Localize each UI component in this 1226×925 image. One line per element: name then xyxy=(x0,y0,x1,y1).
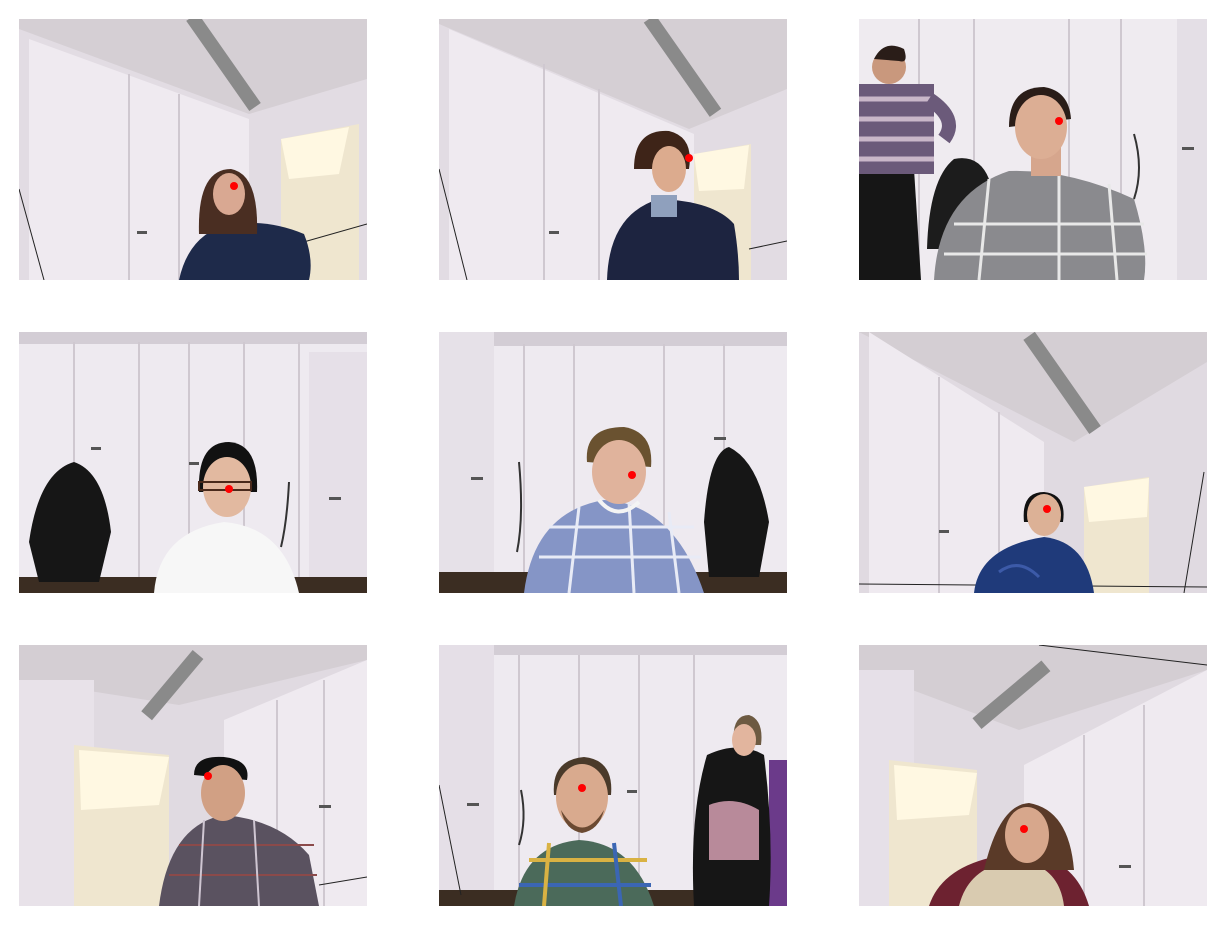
photo-tile-9 xyxy=(859,645,1207,906)
photo-woman-plaid-shirt xyxy=(439,332,787,593)
keypoint-marker-5 xyxy=(628,471,636,479)
keypoint-marker-1 xyxy=(230,182,238,190)
photo-woman-curly-hair-vest xyxy=(859,645,1207,906)
keypoint-marker-6 xyxy=(1043,505,1051,513)
photo-man-beard-plaid-shirt xyxy=(439,645,787,906)
photo-woman-glasses-white-top xyxy=(19,332,367,593)
keypoint-marker-2 xyxy=(685,154,693,162)
photo-tile-8 xyxy=(439,645,787,906)
keypoint-marker-4 xyxy=(225,485,233,493)
photo-tile-1 xyxy=(19,19,367,280)
photo-tile-5 xyxy=(439,332,787,593)
photo-tile-2 xyxy=(439,19,787,280)
photo-tile-7 xyxy=(19,645,367,906)
keypoint-marker-7 xyxy=(204,772,212,780)
photo-woman-long-hair-navy-top xyxy=(19,19,367,280)
keypoint-marker-8 xyxy=(578,784,586,792)
photo-man-curly-hair-navy-sweater xyxy=(439,19,787,280)
keypoint-marker-9 xyxy=(1020,825,1028,833)
photo-tile-4 xyxy=(19,332,367,593)
photo-woman-glasses-blue-fleece xyxy=(859,332,1207,593)
photo-tile-3 xyxy=(859,19,1207,280)
photo-man-grey-check-sweater xyxy=(859,19,1207,280)
photo-tile-6 xyxy=(859,332,1207,593)
keypoint-marker-3 xyxy=(1055,117,1063,125)
photo-man-plaid-shirt-looking-up xyxy=(19,645,367,906)
